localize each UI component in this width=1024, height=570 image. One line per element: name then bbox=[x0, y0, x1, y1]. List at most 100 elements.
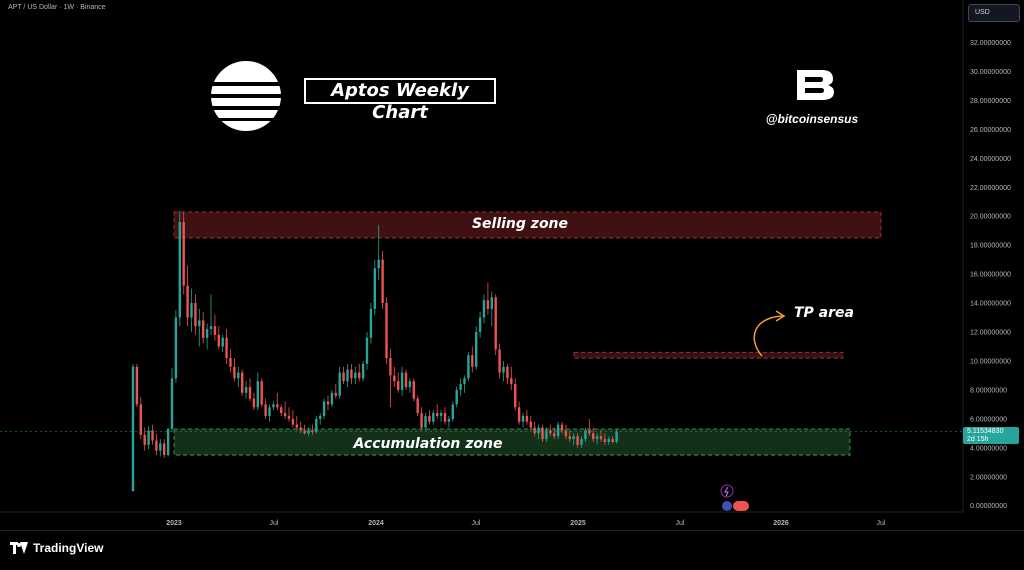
candle bbox=[358, 363, 361, 382]
candle bbox=[299, 421, 302, 434]
candle bbox=[198, 308, 201, 347]
candle bbox=[217, 326, 220, 350]
accumulation-zone-label: Accumulation zone bbox=[353, 436, 503, 452]
currency-selector[interactable]: USD bbox=[968, 4, 1020, 22]
candle bbox=[194, 294, 197, 335]
candle bbox=[338, 366, 341, 399]
y-tick-label: 10.00000000 bbox=[970, 358, 1011, 365]
y-tick-label: 22.00000000 bbox=[970, 185, 1011, 192]
y-tick-label: 30.00000000 bbox=[970, 69, 1011, 76]
candle bbox=[502, 360, 505, 382]
candle bbox=[373, 259, 376, 315]
candle bbox=[545, 427, 548, 443]
chart-title: Aptos Weekly Chart bbox=[304, 78, 496, 123]
candle bbox=[202, 311, 205, 344]
candle bbox=[459, 378, 462, 396]
candle bbox=[342, 366, 345, 385]
candle bbox=[365, 332, 369, 370]
candle bbox=[244, 381, 248, 399]
candle bbox=[553, 427, 556, 440]
candle bbox=[233, 358, 236, 382]
candle bbox=[330, 389, 334, 408]
zone-tp[interactable] bbox=[573, 351, 844, 359]
candle bbox=[131, 363, 135, 492]
y-tick-label: 16.00000000 bbox=[970, 272, 1011, 279]
bar-countdown: 2d 15h bbox=[967, 436, 989, 443]
candle bbox=[478, 311, 482, 338]
y-tick-label: 18.00000000 bbox=[970, 243, 1011, 250]
candle bbox=[163, 439, 166, 458]
zone-selling[interactable] bbox=[173, 211, 882, 239]
candle bbox=[517, 401, 521, 425]
candle bbox=[276, 392, 279, 411]
candle bbox=[241, 369, 244, 396]
symbol-info: APT / US Dollar · 1W · Binance bbox=[8, 4, 106, 11]
author-handle: @bitcoinsensus bbox=[765, 112, 859, 126]
candle bbox=[385, 297, 388, 364]
candle bbox=[319, 413, 322, 425]
price-chart[interactable]: 32.00000000 30.00000000 28.00000000 26.0000… bbox=[0, 0, 1024, 530]
candle bbox=[225, 329, 228, 364]
y-tick-label: 20.00000000 bbox=[970, 214, 1011, 221]
y-tick-label: 6.00000000 bbox=[970, 416, 1007, 423]
zone-accumulation[interactable] bbox=[173, 428, 851, 456]
candle bbox=[326, 395, 330, 411]
candle bbox=[455, 387, 458, 408]
y-tick-label: 12.00000000 bbox=[970, 330, 1011, 337]
candle bbox=[252, 392, 256, 411]
candle bbox=[592, 427, 595, 443]
zones-layer bbox=[173, 211, 882, 456]
aptos-logo-icon bbox=[206, 61, 286, 131]
candle bbox=[190, 288, 193, 332]
candle bbox=[603, 433, 607, 445]
candle bbox=[307, 427, 310, 437]
y-tick-label: 28.00000000 bbox=[970, 98, 1011, 105]
candle bbox=[248, 378, 252, 402]
candle bbox=[182, 211, 185, 295]
x-tick-label: 2026 bbox=[773, 520, 789, 527]
candle bbox=[537, 424, 540, 440]
candle bbox=[393, 366, 396, 388]
y-tick-label: 4.00000000 bbox=[970, 445, 1007, 452]
candle bbox=[354, 366, 357, 385]
candle bbox=[611, 436, 614, 444]
candle bbox=[350, 363, 353, 385]
candle bbox=[178, 210, 181, 327]
candle bbox=[443, 407, 447, 425]
candle bbox=[529, 415, 532, 431]
candle bbox=[256, 372, 259, 411]
candle bbox=[568, 430, 571, 443]
candle bbox=[424, 413, 427, 431]
candle bbox=[463, 375, 466, 393]
candle bbox=[525, 410, 529, 425]
candle bbox=[416, 395, 419, 416]
tradingview-logo[interactable]: TradingView bbox=[10, 541, 103, 555]
lightning-icon bbox=[724, 486, 729, 497]
tp-arrow-icon bbox=[753, 315, 783, 357]
candle bbox=[139, 397, 142, 440]
candle bbox=[451, 401, 454, 422]
footer-bar bbox=[0, 530, 1024, 570]
candle bbox=[213, 314, 217, 341]
candle bbox=[361, 360, 365, 382]
x-tick-label: Jul bbox=[270, 520, 279, 527]
candle bbox=[482, 294, 486, 324]
candle bbox=[311, 424, 314, 435]
candle bbox=[420, 407, 423, 431]
y-tick-label: 8.00000000 bbox=[970, 387, 1007, 394]
candles-layer bbox=[131, 210, 618, 492]
candle bbox=[295, 415, 298, 431]
x-tick-label: Jul bbox=[877, 520, 886, 527]
candle bbox=[147, 426, 150, 450]
candle bbox=[209, 294, 213, 335]
candle bbox=[260, 378, 263, 408]
y-tick-label: 26.00000000 bbox=[970, 127, 1011, 134]
candle bbox=[205, 323, 209, 350]
candle bbox=[400, 366, 404, 396]
x-tick-label: 2024 bbox=[368, 520, 384, 527]
event-icons[interactable] bbox=[720, 484, 749, 511]
candle bbox=[389, 349, 392, 408]
candle bbox=[514, 378, 517, 411]
candle bbox=[490, 291, 493, 327]
tradingview-icon bbox=[10, 542, 28, 554]
